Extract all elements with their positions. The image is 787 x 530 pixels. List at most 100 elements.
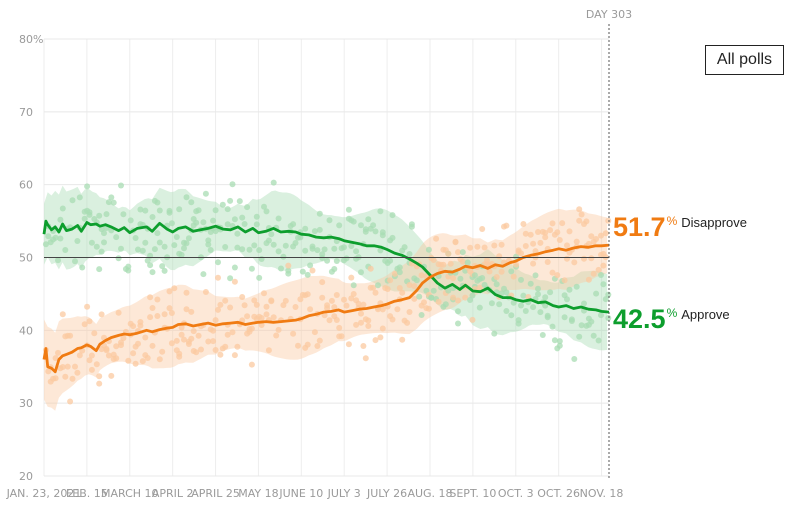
disapprove-poll-dot	[292, 304, 299, 310]
disapprove-poll-dot	[486, 268, 493, 275]
approve-poll-dot	[527, 280, 534, 287]
disapprove-poll-dot	[372, 289, 379, 296]
approve-poll-dot	[513, 253, 520, 260]
disapprove-poll-dot	[135, 340, 141, 347]
approve-name: Approve	[681, 307, 730, 322]
disapprove-poll-dot	[215, 274, 221, 281]
approve-poll-dot	[316, 210, 323, 217]
disapprove-poll-dot	[336, 324, 343, 331]
disapprove-poll-dot	[399, 336, 406, 343]
disapprove-poll-dot	[576, 217, 583, 224]
disapprove-poll-dot	[147, 314, 154, 321]
disapprove-poll-dot	[108, 372, 115, 379]
approve-poll-dot	[115, 255, 122, 262]
approve-poll-dot	[445, 287, 452, 294]
approve-poll-dot	[156, 207, 163, 214]
disapprove-poll-dot	[598, 232, 604, 239]
disapprove-poll-dot	[258, 315, 265, 321]
disapprove-poll-dot	[55, 349, 61, 356]
approve-poll-dot	[321, 246, 328, 253]
approve-poll-dot	[236, 198, 243, 205]
disapprove-poll-dot	[547, 227, 554, 234]
approve-poll-dot	[457, 275, 464, 282]
approve-poll-dot	[372, 228, 379, 235]
approve-poll-dot	[556, 338, 563, 345]
approve-poll-dot	[581, 300, 587, 307]
approve-value: 42.5	[613, 304, 666, 334]
disapprove-poll-dot	[222, 297, 229, 304]
disapprove-poll-dot	[120, 335, 127, 342]
approve-poll-dot	[212, 207, 219, 214]
approve-poll-dot	[227, 275, 234, 282]
approve-poll-dot	[200, 271, 207, 278]
approve-end-label: 42.5 % Approve	[613, 304, 730, 335]
all-polls-button[interactable]: All polls	[705, 45, 784, 75]
disapprove-poll-dot	[588, 233, 595, 240]
approve-poll-dot	[311, 228, 318, 235]
approve-poll-dot	[488, 300, 495, 307]
disapprove-poll-dot	[353, 321, 360, 328]
approve-poll-dot	[358, 222, 364, 229]
approve-poll-dot	[76, 194, 83, 201]
approve-poll-dot	[428, 294, 435, 301]
approve-poll-dot	[455, 308, 461, 315]
disapprove-poll-dot	[365, 317, 372, 324]
disapprove-poll-dot	[556, 237, 563, 243]
disapprove-poll-dot	[244, 313, 251, 320]
disapprove-poll-dot	[130, 323, 137, 330]
approve-poll-dot	[600, 281, 607, 288]
y-tick-label: 60	[19, 179, 33, 192]
approve-poll-dot	[602, 296, 609, 303]
approve-poll-dot	[57, 216, 64, 223]
approve-poll-dot	[42, 241, 49, 248]
approve-poll-dot	[566, 286, 573, 293]
approve-poll-dot	[302, 247, 309, 254]
approve-poll-dot	[178, 251, 185, 258]
disapprove-poll-dot	[324, 305, 331, 312]
approve-poll-dot	[532, 272, 539, 279]
disapprove-poll-dot	[430, 257, 437, 263]
approve-poll-dot	[183, 194, 190, 201]
disapprove-poll-dot	[358, 310, 364, 317]
disapprove-poll-dot	[542, 234, 549, 241]
approve-poll-dot	[324, 257, 331, 264]
approve-poll-dot	[564, 296, 570, 303]
approve-poll-dot	[253, 213, 260, 220]
approve-poll-dot	[270, 179, 277, 186]
disapprove-poll-dot	[418, 272, 425, 279]
approve-poll-dot	[479, 275, 486, 281]
approve-poll-dot	[578, 322, 585, 329]
approve-poll-dot	[229, 181, 236, 188]
disapprove-poll-dot	[554, 229, 561, 236]
approve-poll-dot	[408, 223, 415, 230]
disapprove-poll-dot	[137, 319, 144, 325]
approve-poll-dot	[231, 216, 238, 223]
approve-poll-dot	[358, 269, 364, 276]
y-tick-label: 20	[19, 470, 33, 483]
disapprove-poll-dot	[425, 305, 432, 312]
approve-poll-dot	[348, 243, 355, 249]
disapprove-poll-dot	[345, 341, 352, 348]
disapprove-end-label: 51.7 % Disapprove	[613, 212, 747, 243]
approve-poll-dot	[542, 294, 549, 301]
disapprove-name: Disapprove	[681, 215, 747, 230]
disapprove-poll-dot	[161, 311, 168, 318]
disapprove-poll-dot	[333, 292, 340, 298]
disapprove-poll-dot	[554, 272, 561, 279]
approve-poll-dot	[219, 201, 226, 208]
disapprove-poll-dot	[309, 267, 316, 274]
approve-poll-dot	[522, 308, 529, 314]
approve-poll-dot	[96, 266, 103, 273]
disapprove-poll-dot	[530, 240, 537, 247]
approve-poll-dot	[154, 230, 161, 237]
x-tick-label: SEPT. 10	[449, 487, 496, 500]
disapprove-poll-dot	[270, 314, 277, 321]
approve-poll-dot	[210, 217, 217, 224]
approve-poll-dot	[246, 246, 253, 253]
disapprove-poll-dot	[74, 369, 81, 376]
disapprove-poll-dot	[176, 353, 183, 360]
disapprove-poll-dot	[285, 262, 292, 269]
approve-poll-dot	[350, 282, 357, 289]
approve-poll-dot	[605, 291, 612, 298]
